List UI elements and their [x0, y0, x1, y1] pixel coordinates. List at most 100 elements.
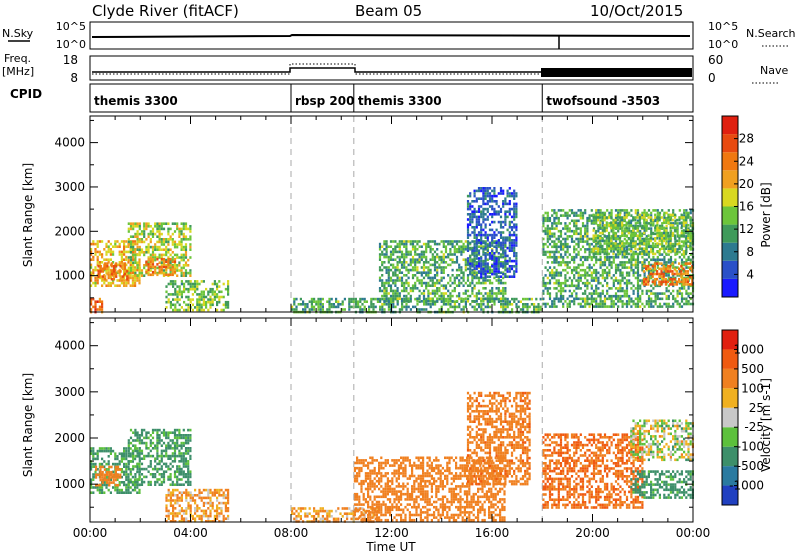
data-cell: [497, 270, 500, 273]
data-cell: [464, 258, 467, 261]
data-cell: [149, 263, 152, 266]
data-cell: [660, 231, 663, 235]
data-cell: [495, 202, 498, 206]
data-cell: [103, 476, 106, 479]
data-cell: [182, 258, 185, 262]
data-cell: [103, 491, 106, 494]
data-cell: [438, 297, 441, 301]
data-cell: [167, 265, 170, 269]
data-cell: [420, 250, 423, 254]
data-cell: [586, 240, 589, 243]
data-cell: [341, 300, 344, 303]
data-cell: [387, 308, 390, 311]
data-cell: [546, 302, 549, 306]
data-cell: [557, 216, 560, 220]
data-cell: [564, 227, 567, 230]
data-cell: [444, 255, 448, 259]
data-cell: [160, 243, 163, 246]
data-cell: [564, 261, 567, 264]
data-cell: [676, 292, 679, 295]
data-cell: [138, 238, 141, 241]
data-cell: [493, 192, 496, 195]
data-cell: [513, 194, 516, 198]
data-cell: [418, 289, 421, 293]
data-cell: [689, 216, 692, 219]
data-cell: [433, 281, 437, 285]
data-cell: [436, 287, 439, 290]
data-cell: [592, 271, 596, 275]
data-cell: [559, 300, 563, 303]
data-cell: [92, 457, 95, 461]
data-cell: [614, 276, 618, 280]
data-cell: [510, 244, 514, 247]
data-cell: [156, 225, 159, 228]
data-cell: [440, 268, 443, 272]
data-cell: [553, 297, 556, 301]
data-cell: [493, 187, 496, 190]
data-cell: [330, 297, 333, 301]
data-cell: [660, 234, 663, 237]
data-cell: [473, 259, 476, 263]
data-cell: [649, 244, 652, 248]
data-cell: [449, 242, 452, 246]
data-cell: [614, 297, 618, 301]
data-cell: [436, 274, 439, 277]
data-cell: [184, 235, 188, 238]
data-cell: [548, 242, 552, 246]
data-cell: [140, 238, 144, 241]
data-cell: [669, 213, 672, 217]
data-cell: [687, 300, 690, 303]
data-cell: [109, 242, 112, 246]
data-cell: [658, 276, 662, 280]
data-cell: [581, 274, 585, 277]
data-cell: [641, 268, 644, 272]
data-cell: [372, 297, 375, 301]
data-cell: [306, 305, 309, 309]
data-cell: [151, 273, 155, 277]
data-cell: [482, 202, 485, 206]
data-cell: [156, 245, 159, 249]
data-cell: [147, 245, 150, 249]
data-cell: [123, 284, 126, 287]
data-cell: [671, 226, 674, 230]
data-cell: [654, 284, 657, 288]
data-cell: [658, 284, 662, 288]
data-cell: [101, 462, 104, 466]
data-cell: [634, 252, 637, 256]
data-cell: [110, 264, 113, 268]
data-cell: [127, 486, 130, 489]
data-cell: [172, 293, 175, 296]
data-cell: [480, 197, 483, 200]
data-cell: [98, 253, 101, 256]
data-cell: [466, 244, 470, 247]
data-cell: [125, 468, 128, 471]
data-cell: [440, 305, 443, 309]
data-cell: [396, 294, 399, 298]
data-cell: [125, 263, 128, 267]
data-cell: [184, 227, 188, 231]
data-cell: [471, 305, 474, 309]
data-cell: [559, 240, 563, 243]
data-cell: [597, 229, 600, 233]
data-cell: [154, 268, 157, 271]
data-cell: [632, 271, 635, 275]
data-cell: [684, 218, 688, 222]
data-cell: [610, 261, 613, 264]
data-cell: [134, 271, 137, 275]
data-cell: [573, 214, 576, 217]
data-cell: [136, 465, 139, 468]
data-cell: [515, 305, 518, 309]
data-cell: [650, 214, 653, 217]
data-cell: [654, 297, 657, 301]
cpid-segment-label: themis 3300: [94, 94, 178, 108]
data-cell: [440, 258, 443, 261]
data-cell: [621, 229, 624, 232]
data-cell: [136, 486, 139, 489]
data-cell: [647, 267, 650, 271]
data-cell: [638, 244, 641, 248]
data-cell: [641, 266, 644, 269]
data-cell: [211, 298, 214, 301]
data-cell: [634, 258, 637, 262]
data-cell: [174, 306, 177, 309]
data-cell: [169, 300, 172, 304]
